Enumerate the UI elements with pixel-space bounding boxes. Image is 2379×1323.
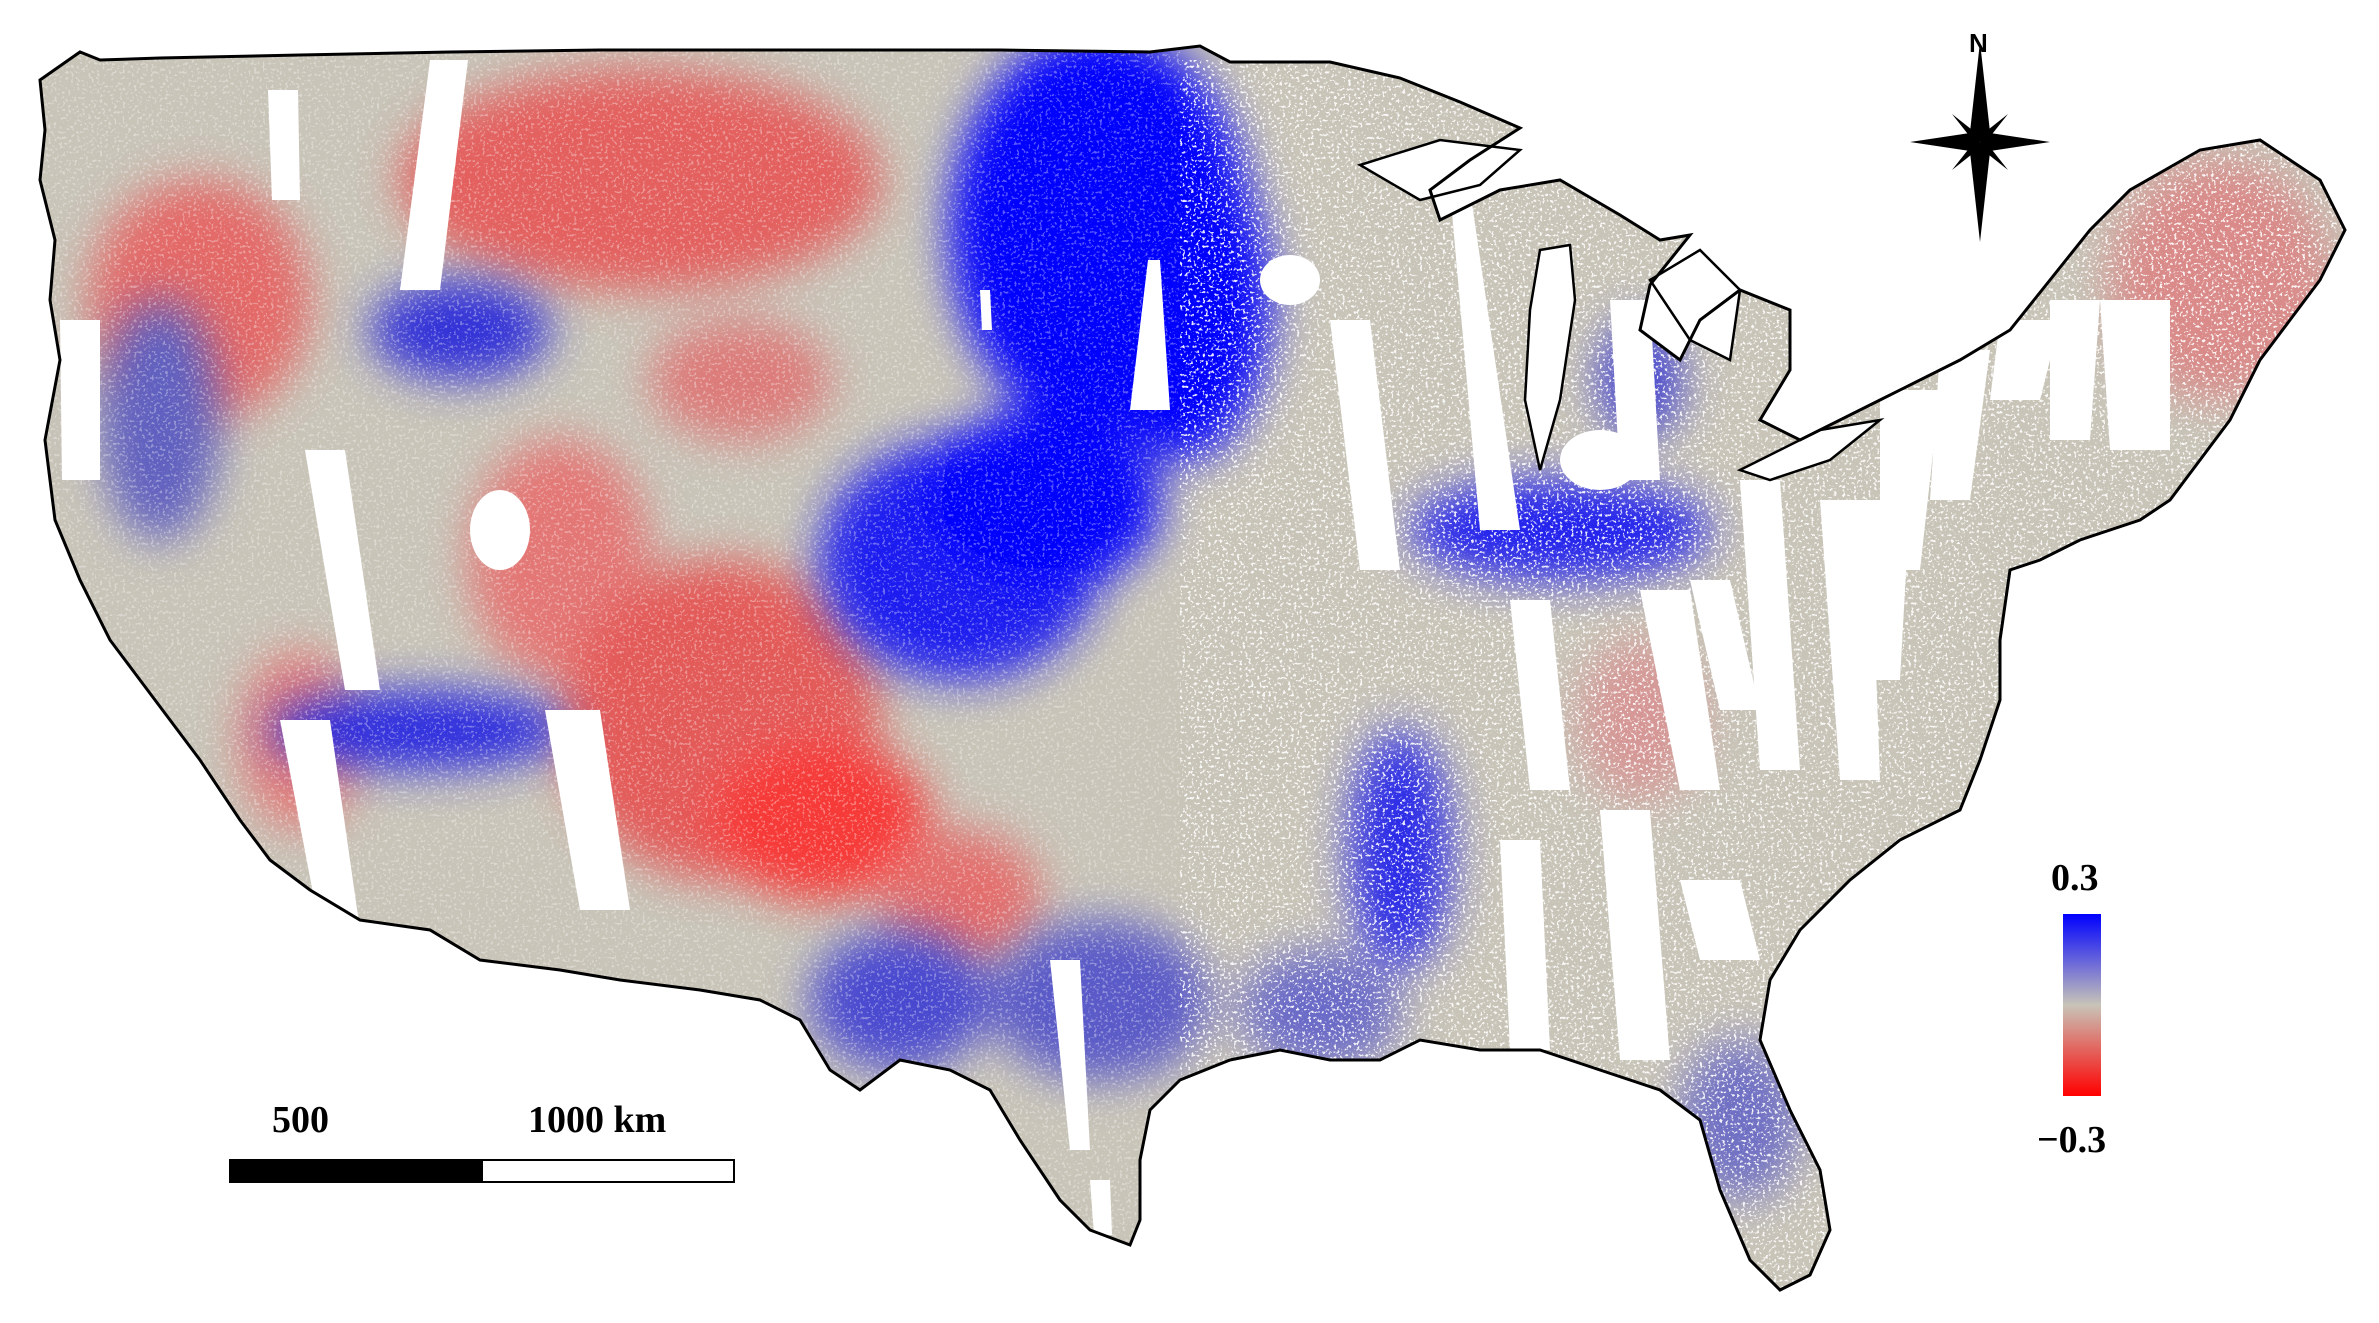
scale-bar-black-segment [229,1159,483,1183]
scale-bar [229,1159,735,1183]
legend-min-label: −0.3 [2037,1119,2107,1161]
scale-bar-label-end: 1000 km [528,1099,667,1141]
great-lakes [1356,138,1885,482]
lake-huron [1648,248,1742,362]
lake-michigan [1523,243,1577,471]
north-label: N [1969,28,1988,58]
scale-bar-white-segment [481,1159,735,1183]
legend-color-bar [2063,914,2101,1096]
north-arrow-compass-icon [1910,42,2050,242]
legend-max-label: 0.3 [2051,857,2099,899]
scale-bar-label-mid: 500 [272,1099,329,1141]
swath-gaps [60,60,2170,1235]
